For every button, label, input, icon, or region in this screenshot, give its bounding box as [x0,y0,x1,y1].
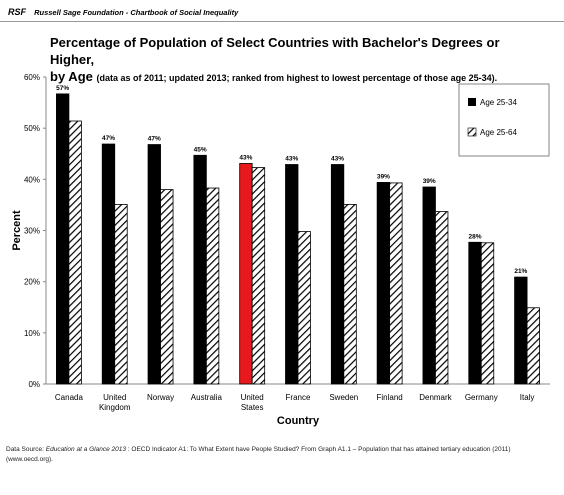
bar-age-25-64 [160,189,174,385]
bar-age-25-64 [526,307,540,385]
y-tick-label: 20% [24,278,40,287]
bar-age-25-34 [330,164,345,385]
x-tick-label: Kingdom [99,403,131,412]
y-axis-title: Percent [11,210,23,251]
x-tick-label: Norway [147,393,174,402]
x-tick-label: France [286,393,311,402]
bar-age-25-34 [514,276,528,385]
header-text: Russell Sage Foundation - Chartbook of S… [34,8,239,17]
x-tick-label: Sweden [329,393,358,402]
bar-age-25-64 [435,211,449,385]
x-tick-label: Germany [465,393,498,402]
bar-age-25-34 [285,164,299,385]
data-label: 39% [377,173,390,180]
data-label: 57% [56,85,69,92]
bar-age-25-34 [101,143,116,385]
source-publication: Education at a Glance 2013 [45,446,126,453]
chart-subtitle: (data as of 2011; updated 2013; ranked f… [96,73,498,83]
data-label: 47% [148,136,161,143]
bar-age-25-34 [193,154,207,385]
header-divider [0,21,564,22]
bar-age-25-64 [343,204,357,385]
bar-age-25-64 [389,182,403,385]
data-label: 39% [423,178,436,185]
bar-age-25-34 [239,163,253,385]
bar-age-25-34 [147,144,161,385]
data-label: 21% [514,268,527,275]
bar-age-25-64 [68,120,82,385]
bar-age-25-34 [468,241,482,385]
legend-swatch-age-25-64 [467,127,477,137]
bar-age-25-64 [251,167,266,385]
x-tick-label: Finland [377,393,403,402]
data-label: 43% [285,155,298,162]
y-tick-label: 0% [28,380,40,389]
y-tick-label: 30% [24,227,40,236]
legend-box [458,83,550,157]
chart-title-line2-lead: by Age [50,69,93,84]
legend-label-age-25-34: Age 25-34 [480,98,517,107]
x-tick-label: United [241,393,264,402]
bar-age-25-64 [114,204,128,385]
bar-age-25-64 [480,242,495,385]
y-tick-label: 50% [24,124,40,133]
data-source-note: Data Source: Education at a Glance 2013 … [6,446,511,463]
y-tick-label: 60% [24,73,40,82]
legend-label-age-25-64: Age 25-64 [480,128,517,137]
bar-age-25-64 [297,231,311,385]
data-label: 43% [239,154,252,161]
brand-mark: RSF [8,7,26,17]
bar-age-25-34 [56,93,70,385]
data-label: 47% [102,135,115,142]
data-label: 43% [331,155,344,162]
x-tick-label: United [103,393,126,402]
x-tick-label: Australia [191,393,223,402]
report-header: RSF Russell Sage Foundation - Chartbook … [8,7,238,17]
x-tick-label: Italy [520,393,535,402]
x-axis-title: Country [277,415,320,427]
bar-age-25-34 [376,182,391,385]
legend-swatch-age-25-34 [468,98,476,106]
y-tick-label: 10% [24,329,40,338]
chart-title: Percentage of Population of Select Count… [50,34,540,87]
data-label: 28% [469,233,482,240]
y-tick-label: 40% [24,175,40,184]
bar-age-25-34 [422,186,436,385]
x-tick-label: Denmark [419,393,452,402]
chart-title-line1: Percentage of Population of Select Count… [50,35,500,67]
data-label: 45% [194,146,207,153]
x-tick-label: States [241,403,264,412]
bar-chart: 0% 10% 20% 30% 40% 50% 60% Percent Country 57% Ca… [11,73,550,427]
bar-age-25-64 [205,187,220,385]
x-tick-label: Canada [55,393,84,402]
